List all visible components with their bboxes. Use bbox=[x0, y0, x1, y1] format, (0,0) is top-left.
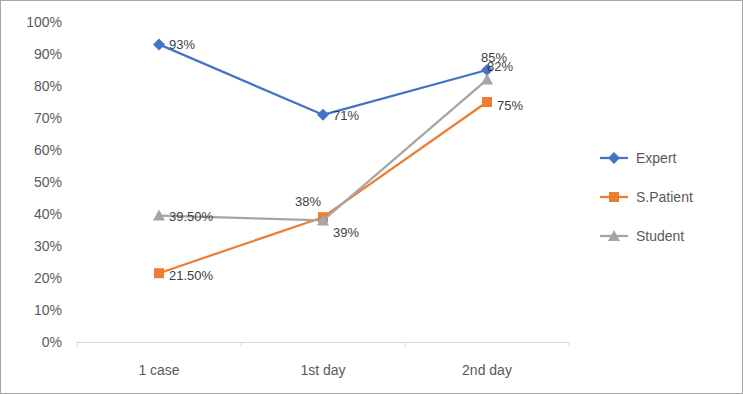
x-tick-label: 2nd day bbox=[462, 362, 512, 378]
y-tick-label: 70% bbox=[34, 110, 62, 126]
tick-mark bbox=[74, 54, 77, 55]
y-tick-label: 60% bbox=[34, 142, 62, 158]
marker bbox=[153, 210, 165, 221]
data-label: 38% bbox=[295, 194, 321, 209]
data-label: 93% bbox=[169, 37, 195, 52]
legend-label: Student bbox=[636, 228, 684, 244]
x-tick-label: 1 case bbox=[138, 362, 179, 378]
marker bbox=[317, 214, 329, 225]
x-tick-label: 1st day bbox=[300, 362, 345, 378]
plot-area bbox=[153, 38, 493, 278]
data-labels: 93%71%85%21.50%39%75%39.50%38%82% bbox=[169, 37, 523, 283]
y-tick-label: 80% bbox=[34, 78, 62, 94]
legend-label: Expert bbox=[636, 150, 677, 166]
y-tick-label: 10% bbox=[34, 302, 62, 318]
x-tick bbox=[569, 342, 570, 347]
x-tick bbox=[405, 342, 406, 347]
data-label: 21.50% bbox=[169, 268, 214, 283]
series-line bbox=[159, 102, 487, 273]
tick-mark bbox=[74, 182, 77, 183]
tick-mark bbox=[74, 278, 77, 279]
legend: Expert S.Patient Student bbox=[600, 150, 693, 244]
data-label: 71% bbox=[333, 108, 359, 123]
chart-frame bbox=[1, 1, 743, 394]
y-tick-label: 90% bbox=[34, 46, 62, 62]
tick-mark bbox=[74, 86, 77, 87]
marker bbox=[609, 192, 619, 202]
data-label: 39% bbox=[333, 225, 359, 240]
tick-mark bbox=[74, 214, 77, 215]
tick-mark bbox=[74, 22, 77, 23]
tick-mark bbox=[74, 150, 77, 151]
data-label: 75% bbox=[497, 98, 523, 113]
marker bbox=[153, 38, 165, 50]
marker bbox=[154, 268, 164, 278]
legend-label: S.Patient bbox=[636, 189, 693, 205]
tick-mark bbox=[74, 310, 77, 311]
y-tick-label: 100% bbox=[26, 14, 62, 30]
y-tick-label: 0% bbox=[42, 334, 62, 350]
y-tick-label: 30% bbox=[34, 238, 62, 254]
y-tick-label: 40% bbox=[34, 206, 62, 222]
marker bbox=[481, 74, 493, 85]
x-tick bbox=[77, 342, 78, 347]
series-line bbox=[159, 80, 487, 221]
marker bbox=[608, 152, 620, 164]
marker bbox=[608, 230, 620, 241]
y-tick-label: 50% bbox=[34, 174, 62, 190]
y-tick-label: 20% bbox=[34, 270, 62, 286]
series-line bbox=[159, 44, 487, 114]
marker bbox=[482, 97, 492, 107]
marker bbox=[317, 109, 329, 121]
data-label: 39.50% bbox=[169, 209, 214, 224]
tick-mark bbox=[74, 118, 77, 119]
x-tick bbox=[241, 342, 242, 347]
tick-mark bbox=[74, 246, 77, 247]
x-axis bbox=[77, 342, 569, 343]
data-label: 82% bbox=[487, 59, 513, 74]
chart: 0% 10% 20% 30% 40% 50% 60% 70% 80% 90% 100% 1 case 1… bbox=[0, 0, 743, 394]
